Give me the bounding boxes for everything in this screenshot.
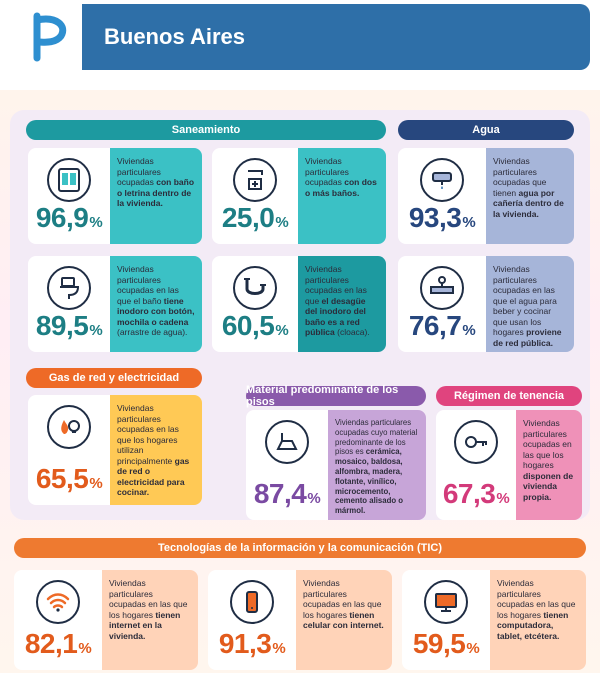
card-text: Viviendas particulares ocupadas que tien…	[486, 148, 574, 244]
percent-sign: %	[466, 640, 480, 657]
card-value: 60,5	[221, 310, 275, 341]
section-saneamiento: Saneamiento	[26, 120, 386, 140]
section-gas: Gas de red y electricidad	[26, 368, 202, 388]
card-text: Viviendas particulares ocupadas en las q…	[110, 256, 202, 352]
wifi-icon	[36, 580, 80, 624]
key-icon	[454, 420, 498, 464]
header-bar: Buenos Aires	[82, 4, 590, 70]
card-text: Viviendas particulares ocupadas en las q…	[516, 410, 582, 520]
card-tenencia: 67,3% Viviendas particulares ocupadas en…	[436, 410, 582, 520]
section-tenencia: Régimen de tenencia	[436, 386, 582, 406]
card-internet: 82,1% Viviendas particulares ocupadas en…	[14, 570, 198, 670]
floor-icon	[265, 420, 309, 464]
percent-sign: %	[307, 490, 321, 507]
card-value: 87,4	[253, 478, 307, 509]
card-value: 82,1	[24, 628, 78, 659]
card-text: Viviendas particulares ocupadas en las q…	[110, 395, 202, 505]
section-pisos: Material predominante de los pisos	[246, 384, 426, 408]
card-text: Viviendas particulares ocupadas en las q…	[486, 256, 574, 352]
card-value: 93,3	[408, 202, 462, 233]
card-agua-caneria: 93,3% Viviendas particulares ocupadas qu…	[398, 148, 574, 244]
water-tank-icon	[420, 158, 464, 202]
section-tic: Tecnologías de la información y la comun…	[14, 538, 586, 558]
section-agua: Agua	[398, 120, 574, 140]
card-pisos: 87,4% Viviendas particulares ocupadas cu…	[246, 410, 426, 520]
card-text: Viviendas particulares ocupadas en las q…	[490, 570, 586, 670]
card-value: 59,5	[412, 628, 466, 659]
card-value: 65,5	[35, 463, 89, 494]
percent-sign: %	[462, 322, 476, 339]
toilet-icon	[47, 266, 91, 310]
card-desague: 60,5% Viviendas particulares ocupadas en…	[212, 256, 386, 352]
card-gas: 65,5% Viviendas particulares ocupadas en…	[28, 395, 202, 505]
percent-sign: %	[89, 322, 103, 339]
card-text: Viviendas particulares ocupadas en las q…	[298, 256, 386, 352]
percent-sign: %	[272, 640, 286, 657]
logo	[18, 4, 82, 70]
header: Buenos Aires	[18, 4, 590, 70]
shower-icon	[233, 158, 277, 202]
card-value: 76,7	[408, 310, 462, 341]
computer-icon	[424, 580, 468, 624]
drain-pipe-icon	[233, 266, 277, 310]
mobile-phone-icon	[230, 580, 274, 624]
card-value: 25,0	[221, 202, 275, 233]
card-text: Viviendas particulares ocupadas cuyo mat…	[328, 410, 426, 520]
flame-bulb-icon	[47, 405, 91, 449]
percent-sign: %	[462, 214, 476, 231]
page-title: Buenos Aires	[104, 24, 246, 49]
percent-sign: %	[78, 640, 92, 657]
card-value: 96,9	[35, 202, 89, 233]
card-text: Viviendas particulares ocupadas con dos …	[298, 148, 386, 244]
percent-sign: %	[496, 490, 510, 507]
card-computadora: 59,5% Viviendas particulares ocupadas en…	[402, 570, 586, 670]
card-text: Viviendas particulares ocupadas con baño…	[110, 148, 202, 244]
logo-icon	[33, 12, 67, 62]
card-agua-red: 76,7% Viviendas particulares ocupadas en…	[398, 256, 574, 352]
bathroom-icon	[47, 158, 91, 202]
card-text: Viviendas particulares ocupadas en las q…	[296, 570, 392, 670]
card-text: Viviendas particulares ocupadas en las q…	[102, 570, 198, 670]
percent-sign: %	[275, 322, 289, 339]
card-bano: 96,9% Viviendas particulares ocupadas co…	[28, 148, 202, 244]
percent-sign: %	[89, 214, 103, 231]
water-pipe-icon	[420, 266, 464, 310]
card-value: 89,5	[35, 310, 89, 341]
card-celular: 91,3% Viviendas particulares ocupadas en…	[208, 570, 392, 670]
card-inodoro: 89,5% Viviendas particulares ocupadas en…	[28, 256, 202, 352]
percent-sign: %	[275, 214, 289, 231]
percent-sign: %	[89, 475, 103, 492]
card-dos-banos: 25,0% Viviendas particulares ocupadas co…	[212, 148, 386, 244]
card-value: 91,3	[218, 628, 272, 659]
card-value: 67,3	[442, 478, 496, 509]
